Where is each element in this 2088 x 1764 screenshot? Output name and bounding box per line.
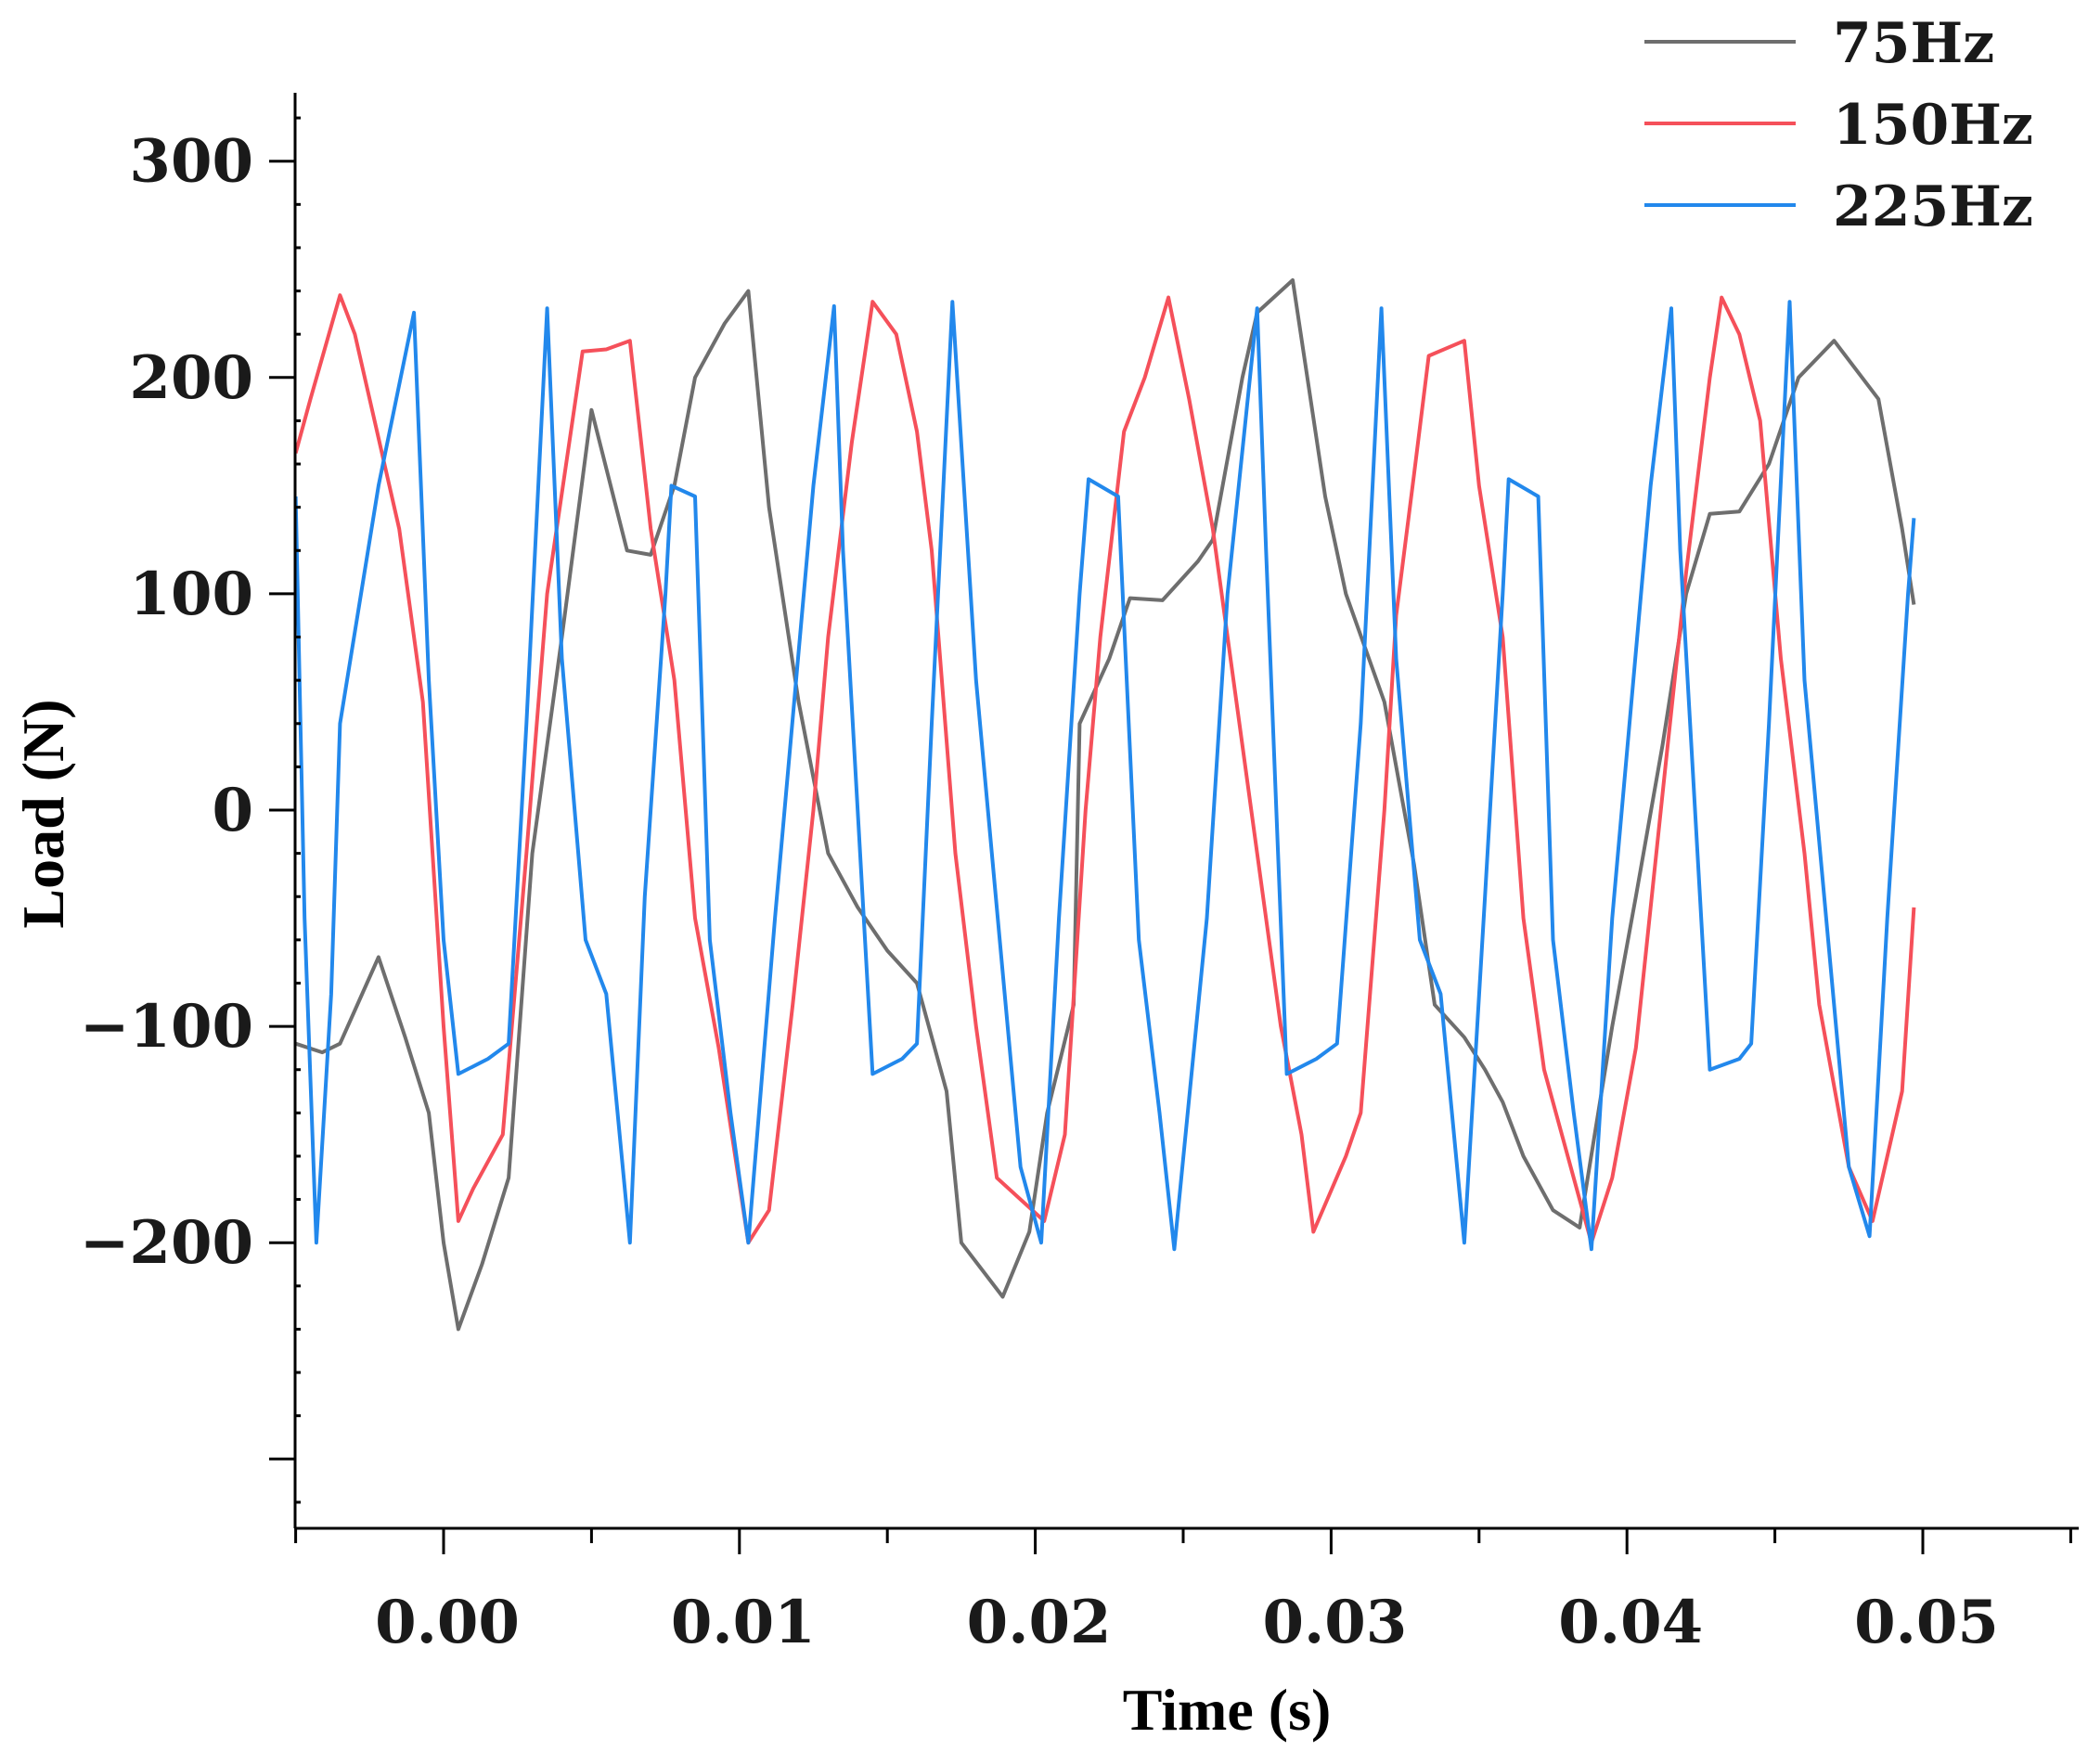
series-line-225hz	[293, 300, 1916, 1252]
legend-label-150hz: 150Hz	[1833, 93, 2033, 158]
y-tick-label: 0	[212, 776, 253, 845]
y-axis-title: Load (N)	[10, 699, 76, 928]
y-tick-label: −100	[80, 992, 253, 1062]
series-line-150hz	[293, 293, 1916, 1245]
y-tick-label: 100	[129, 560, 253, 629]
legend: 75Hz 150Hz 225Hz	[1644, 11, 2033, 239]
axes-layer: 300 200 100 0 −100 −200 0.00 0.01 0.02 0.03 0.04 0.…	[80, 93, 2079, 1657]
x-tick-label: 0.02	[967, 1588, 1112, 1657]
y-tick-label: 200	[129, 343, 253, 413]
y-tick-label: 300	[129, 127, 253, 197]
x-tick-label: 0.04	[1558, 1588, 1703, 1657]
x-axis-title: Time (s)	[1123, 1677, 1332, 1743]
x-tick-label: 0.00	[375, 1588, 520, 1657]
x-tick-label: 0.05	[1854, 1588, 1999, 1657]
x-tick-label: 0.01	[671, 1588, 816, 1657]
x-tick-label: 0.03	[1262, 1588, 1407, 1657]
legend-label-75hz: 75Hz	[1833, 11, 1994, 76]
series-layer	[293, 277, 1916, 1332]
series-line-75hz	[294, 277, 1916, 1332]
legend-label-225hz: 225Hz	[1833, 174, 2033, 239]
y-tick-label: −200	[80, 1208, 253, 1278]
